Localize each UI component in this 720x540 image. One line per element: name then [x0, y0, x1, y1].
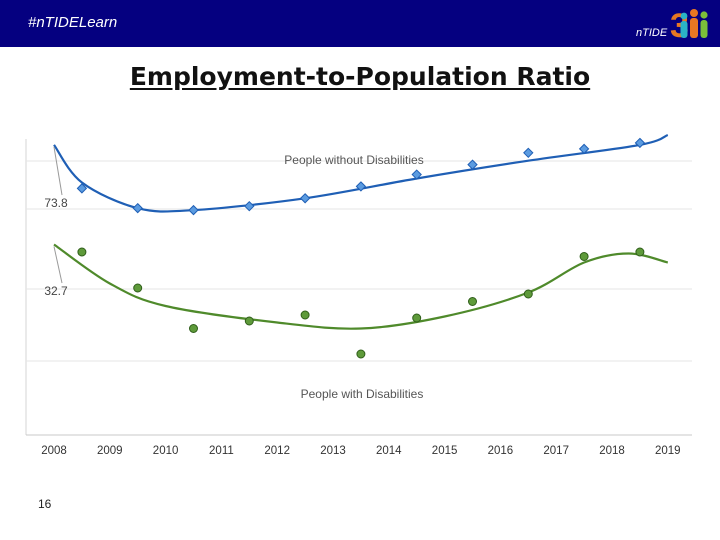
x-tick-2008: 2008: [41, 445, 67, 457]
start-callout-line-1: [53, 146, 63, 196]
header-bar: #nTIDELearn 3 nTIDE: [0, 0, 720, 47]
curve-layer: [53, 133, 669, 330]
start-value-label-2: 32.7: [44, 284, 68, 298]
x-tick-2017: 2017: [543, 445, 569, 457]
logo-figure-2: [700, 11, 708, 19]
series-label-2: People with Disabilities: [301, 387, 424, 401]
x-axis: 2008 2009 2010 2011 2012 2013 2014 2015 2016 2017…: [41, 445, 680, 457]
point-without-10: [578, 143, 590, 155]
point-without-7: [411, 169, 422, 180]
logo-figure-3: [680, 12, 688, 20]
point-without-11: [634, 137, 646, 149]
point-without-2: [132, 202, 143, 214]
point-with-2: [133, 283, 143, 293]
point-without-4: [244, 200, 255, 212]
point-without-3: [188, 204, 199, 216]
label-layer: 73.8 32.7 People without Disabilities Peopl…: [44, 146, 424, 401]
point-with-11: [635, 247, 645, 257]
x-tick-2009: 2009: [97, 445, 123, 457]
point-without-1: [76, 183, 88, 194]
x-tick-2012: 2012: [264, 445, 290, 457]
point-without-8: [467, 159, 478, 170]
series-label-1: People without Disabilities: [284, 153, 423, 167]
start-callout-line-2: [53, 246, 63, 284]
x-tick-2018: 2018: [599, 445, 625, 457]
point-with-9: [523, 289, 533, 299]
chart-container: 73.8 32.7 People without Disabilities Peopl…: [0, 125, 720, 465]
chart-svg: 73.8 32.7 People without Disabilities Peopl…: [25, 133, 692, 457]
logo-figure-2-body: [700, 20, 708, 38]
x-tick-2014: 2014: [376, 445, 402, 457]
x-tick-2011: 2011: [209, 445, 234, 457]
point-without-5: [299, 193, 311, 204]
trend-line-2: [53, 243, 669, 330]
x-tick-2010: 2010: [153, 445, 179, 457]
logo-figure-1: [690, 9, 698, 17]
logo-figure-3-body: [680, 21, 688, 38]
start-value-label-1: 73.8: [44, 196, 68, 210]
point-without-9: [523, 147, 534, 159]
point-with-7: [412, 313, 422, 323]
x-tick-2015: 2015: [432, 445, 458, 457]
marker-layer: [76, 137, 646, 359]
point-with-6: [356, 349, 366, 359]
point-without-6: [355, 181, 367, 192]
point-with-10: [579, 252, 589, 261]
page-number: 16: [38, 497, 52, 511]
ntide-logo: 3 nTIDE: [636, 7, 708, 44]
logo-figure-1-body: [690, 18, 698, 38]
x-tick-2016: 2016: [488, 445, 514, 457]
point-with-5: [300, 310, 310, 320]
point-with-1: [77, 247, 87, 257]
trend-line-1: [53, 133, 669, 213]
x-tick-2013: 2013: [320, 445, 346, 457]
point-with-4: [244, 316, 254, 326]
point-with-3: [189, 324, 198, 333]
slide-title: Employment-to-Population Ratio: [129, 62, 591, 91]
hashtag-label: #nTIDELearn: [28, 14, 118, 31]
logo-text: nTIDE: [636, 27, 668, 39]
x-tick-2019: 2019: [655, 445, 681, 457]
point-with-8: [468, 297, 477, 306]
